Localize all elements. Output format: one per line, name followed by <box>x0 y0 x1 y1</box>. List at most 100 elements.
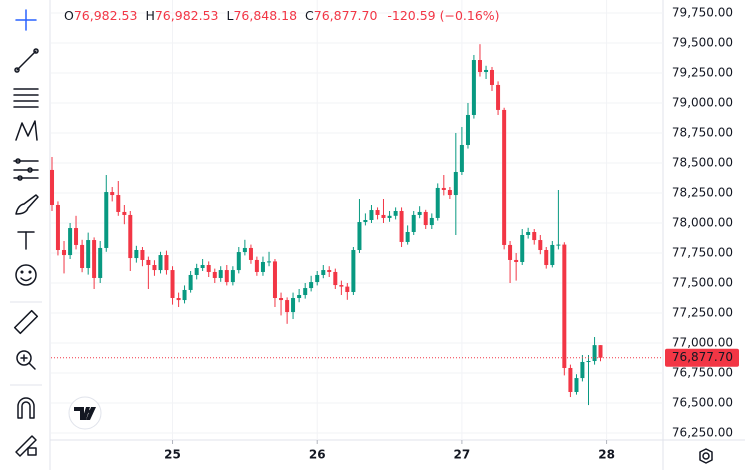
candle-body <box>429 217 434 226</box>
candle-body <box>218 270 223 278</box>
candle-body <box>574 378 579 392</box>
y-tick-label: 76,500.00 <box>672 396 733 410</box>
trend-line-tool[interactable] <box>14 48 39 73</box>
high-label: H <box>145 8 154 23</box>
candle-body <box>260 262 265 272</box>
candle-body <box>128 214 133 259</box>
x-tick-label: 28 <box>598 448 615 462</box>
candle-body <box>176 298 181 301</box>
candle-body <box>568 367 573 392</box>
change-value: -120.59 (−0.16%) <box>387 8 499 23</box>
candle-body <box>248 247 253 260</box>
candle-body <box>309 282 314 289</box>
text-tool[interactable] <box>17 231 35 250</box>
y-tick-label: 77,250.00 <box>672 306 733 320</box>
candle-body <box>520 235 525 263</box>
x-tick-label: 26 <box>309 448 326 462</box>
candle-body <box>447 189 452 196</box>
high-value: 76,982.53 <box>155 8 219 23</box>
settings-button[interactable] <box>699 448 713 464</box>
y-tick-label: 79,750.00 <box>672 5 733 19</box>
crosshair-tool[interactable] <box>15 9 37 31</box>
candle-body <box>441 187 446 190</box>
ohlc-header: O76,982.53 H76,982.53 L76,848.18 C76,877… <box>64 8 500 23</box>
candle-body <box>514 259 519 263</box>
y-tick-label: 78,750.00 <box>672 125 733 139</box>
candle-body <box>459 144 464 172</box>
candle-body <box>544 250 549 266</box>
candle-body <box>80 244 85 269</box>
candle-body <box>236 252 241 271</box>
candles <box>50 44 603 406</box>
tradingview-logo <box>68 396 102 430</box>
candle-body <box>532 232 537 241</box>
candle-body <box>104 192 109 248</box>
candle-body <box>224 270 229 283</box>
candle-body <box>110 192 115 196</box>
candle-body <box>297 295 302 299</box>
magnet-tool[interactable] <box>17 397 35 419</box>
y-tick-label: 78,250.00 <box>672 185 733 199</box>
fib-tool[interactable] <box>13 88 39 108</box>
last-price-label: 76,877.70 <box>672 350 733 364</box>
candle-body <box>586 361 591 363</box>
candle-body <box>158 255 163 271</box>
candle-body <box>471 60 476 115</box>
last-price-box <box>665 348 739 367</box>
close-label: C <box>305 8 314 23</box>
candle-body <box>387 215 392 218</box>
candle-body <box>122 211 127 215</box>
pattern-tool[interactable] <box>15 120 38 141</box>
candle-body <box>363 220 368 223</box>
candle-body <box>50 169 55 205</box>
candle-body <box>502 109 507 245</box>
candle-body <box>496 84 501 110</box>
y-tick-label: 78,500.00 <box>672 155 733 169</box>
y-tick-label: 76,750.00 <box>672 366 733 380</box>
candle-body <box>74 228 79 245</box>
candle-body <box>327 270 332 272</box>
lock-tool[interactable] <box>15 435 37 457</box>
y-tick-label: 77,000.00 <box>672 336 733 350</box>
candle-body <box>411 214 416 233</box>
icon-tool[interactable] <box>15 264 37 286</box>
low-value: 76,848.18 <box>233 8 297 23</box>
candle-body <box>267 261 272 263</box>
y-tick-label: 77,750.00 <box>672 246 733 260</box>
candle-body <box>435 187 440 218</box>
candle-body <box>291 298 296 313</box>
close-value: 76,877.70 <box>314 8 378 23</box>
ruler-tool[interactable] <box>13 309 39 335</box>
candle-body <box>152 265 157 271</box>
candle-body <box>140 250 145 260</box>
candle-body <box>194 268 199 275</box>
candle-body <box>170 270 175 299</box>
candle-body <box>285 300 290 313</box>
candle-body <box>357 222 362 251</box>
candle-body <box>508 244 513 260</box>
candle-body <box>182 289 187 301</box>
candle-body <box>538 240 543 251</box>
candle-body <box>146 259 151 266</box>
candle-body <box>212 271 217 278</box>
y-tick-label: 79,500.00 <box>672 35 733 49</box>
zoom-tool[interactable] <box>16 350 36 370</box>
y-tick-label: 79,250.00 <box>672 65 733 79</box>
candle-body <box>550 244 555 266</box>
x-tick-label: 27 <box>454 448 471 462</box>
candle-body <box>98 247 103 278</box>
candle-body <box>375 210 380 215</box>
x-tick-label: 25 <box>164 448 181 462</box>
candle-body <box>351 250 356 293</box>
candle-body <box>333 271 338 286</box>
candle-body <box>92 240 97 278</box>
candle-body <box>339 285 344 287</box>
candle-body <box>477 60 482 73</box>
candle-body <box>489 69 494 85</box>
prediction-tool[interactable] <box>13 158 39 181</box>
candle-body <box>272 261 277 299</box>
brush-tool[interactable] <box>15 194 39 215</box>
candle-body <box>279 298 284 301</box>
